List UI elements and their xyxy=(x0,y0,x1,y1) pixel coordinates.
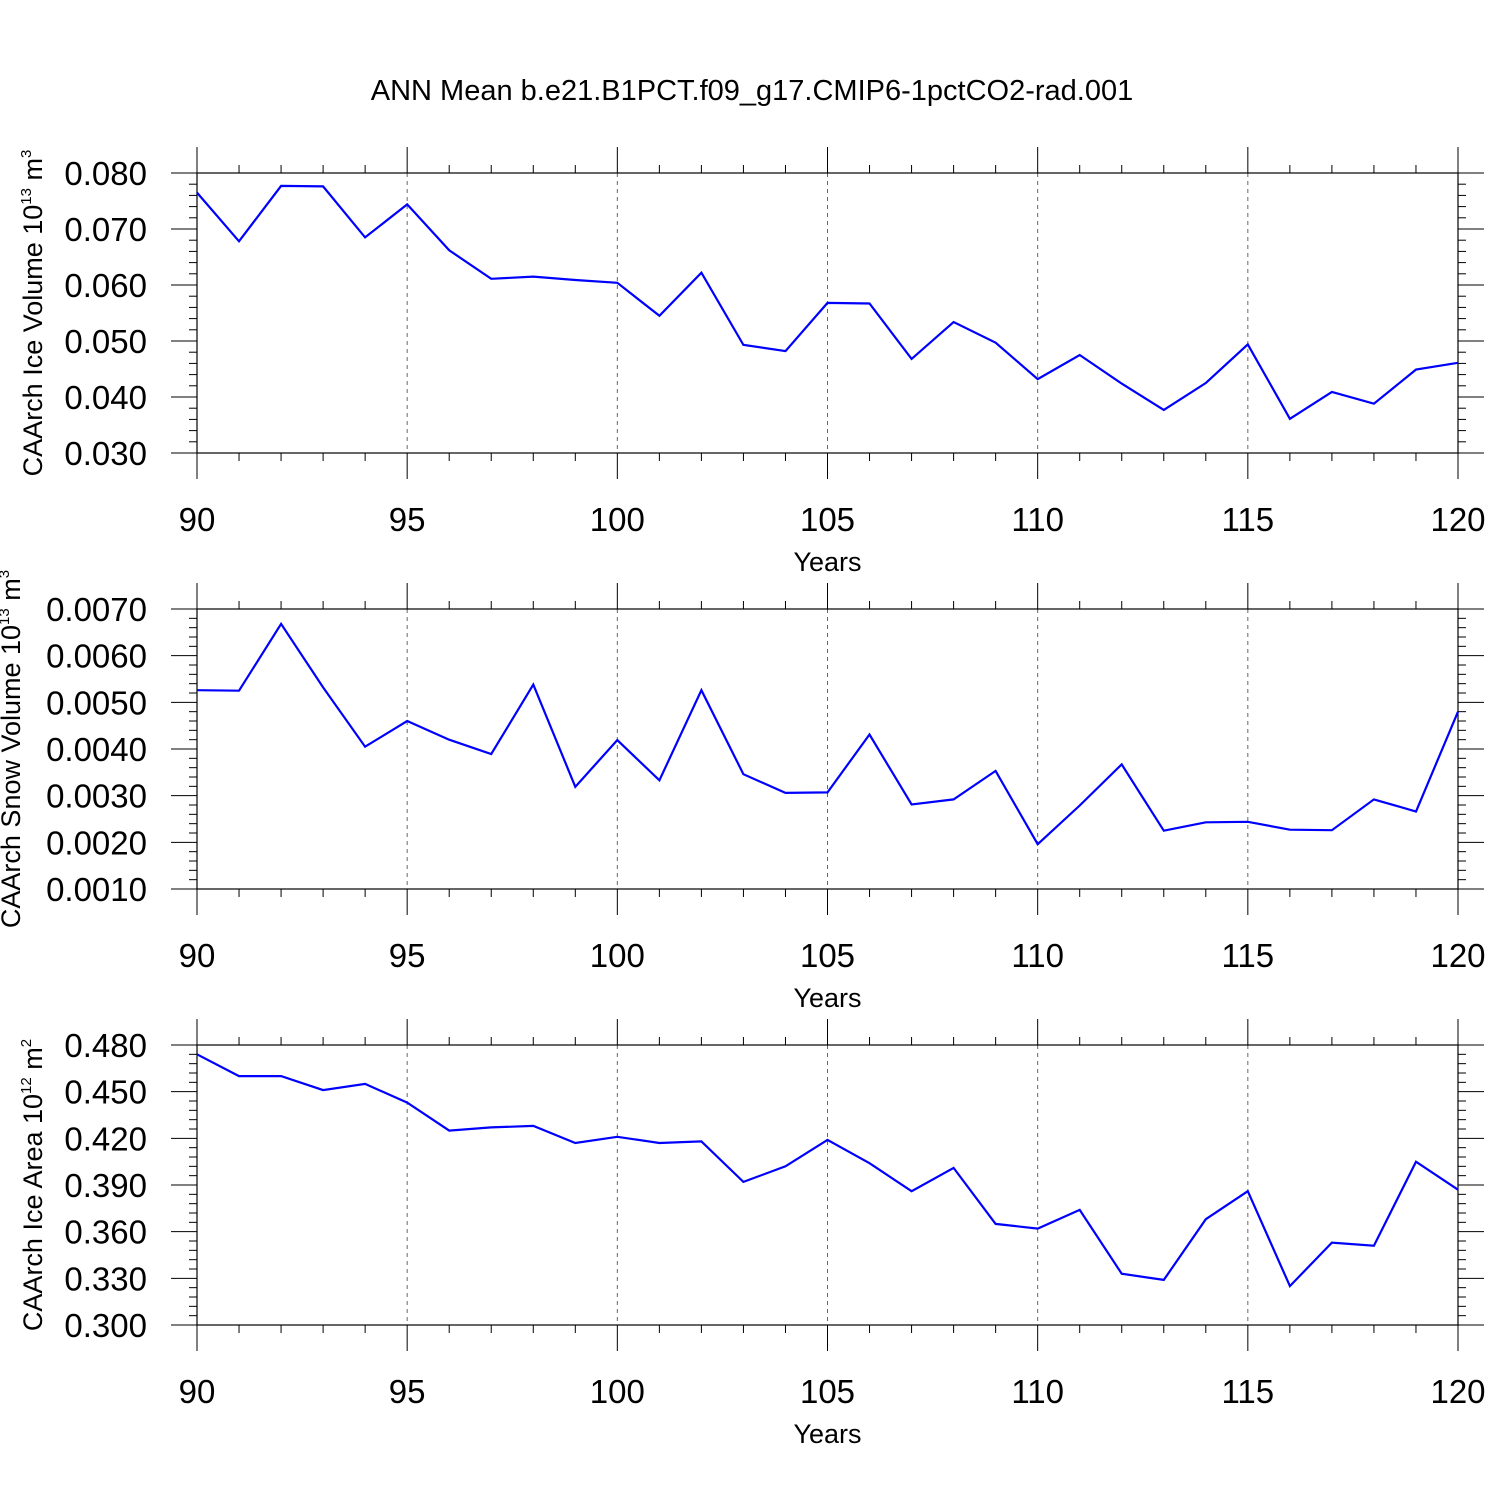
y-tick-label: 0.480 xyxy=(64,1027,147,1064)
y-axis-label-unit: m xyxy=(0,578,26,608)
y-tick-label: 0.0060 xyxy=(46,638,147,675)
y-tick-label: 0.0030 xyxy=(46,778,147,815)
y-axis-label-unit: m xyxy=(18,158,48,188)
y-axis-label-exponent: 13 xyxy=(18,188,35,205)
y-axis-label: CAArch Ice Volume 1013 m3 xyxy=(18,150,48,477)
y-tick-label: 0.420 xyxy=(64,1120,147,1157)
x-tick-label: 110 xyxy=(1011,1373,1064,1410)
y-tick-label: 0.0050 xyxy=(46,684,147,721)
x-tick-label: 105 xyxy=(800,937,855,974)
x-tick-label: 95 xyxy=(389,1373,426,1410)
x-tick-label: 105 xyxy=(800,501,855,538)
y-axis-label: CAArch Ice Area 1012 m2 xyxy=(18,1039,48,1331)
x-tick-label: 115 xyxy=(1222,1373,1275,1410)
y-axis-label-main: CAArch Ice Area 10 xyxy=(18,1094,48,1331)
x-tick-label: 120 xyxy=(1430,501,1485,538)
y-tick-label: 0.450 xyxy=(64,1074,147,1111)
y-tick-label: 0.360 xyxy=(64,1214,147,1251)
y-tick-label: 0.390 xyxy=(64,1167,147,1204)
series-line xyxy=(196,184,1459,421)
x-tick-label: 115 xyxy=(1222,501,1275,538)
x-tick-label: 110 xyxy=(1011,937,1064,974)
x-tick-label: 100 xyxy=(590,1373,645,1410)
x-axis-label: Years xyxy=(793,1419,861,1449)
x-tick-label: 90 xyxy=(179,1373,216,1410)
panel-ice-volume: 90 95 100 105 110 115 120 0.030 0.040 0.050 0.060 0… xyxy=(18,147,1486,577)
x-tick-label: 100 xyxy=(590,501,645,538)
y-tick-label: 0.0020 xyxy=(46,824,147,861)
x-tick-label: 105 xyxy=(800,1373,855,1410)
x-tick-label: 115 xyxy=(1222,937,1275,974)
y-axis-label-exponent: 13 xyxy=(0,608,13,625)
panel-snow-volume: 90 95 100 105 110 115 120 0.0010 0.0020 0.0030 0.0… xyxy=(0,570,1486,1013)
y-axis-label-unit-exponent: 2 xyxy=(18,1039,35,1047)
y-tick-label: 0.0010 xyxy=(46,871,147,908)
x-tick-label: 110 xyxy=(1011,501,1064,538)
y-tick-label: 0.080 xyxy=(64,155,147,192)
panel-ice-area: 90 95 100 105 110 115 120 0.300 0.330 0.360 0.390 0… xyxy=(18,1019,1486,1449)
y-tick-label: 0.030 xyxy=(64,435,147,472)
y-tick-label: 0.300 xyxy=(64,1307,147,1344)
y-axis-label-unit: m xyxy=(18,1047,48,1077)
y-tick-label: 0.0070 xyxy=(46,591,147,628)
y-axis-label: CAArch Snow Volume 1013 m3 xyxy=(0,570,26,928)
y-axis-label-unit-exponent: 3 xyxy=(18,150,35,158)
y-tick-label: 0.0040 xyxy=(46,731,147,768)
x-tick-label: 100 xyxy=(590,937,645,974)
x-axis-label: Years xyxy=(793,983,861,1013)
x-tick-label: 120 xyxy=(1430,937,1485,974)
figure-title: ANN Mean b.e21.B1PCT.f09_g17.CMIP6-1pctC… xyxy=(371,75,1133,107)
y-tick-label: 0.330 xyxy=(64,1260,147,1297)
y-tick-label: 0.040 xyxy=(64,379,147,416)
y-axis-label-exponent: 12 xyxy=(18,1077,35,1094)
y-tick-label: 0.050 xyxy=(64,323,147,360)
x-tick-label: 95 xyxy=(389,501,426,538)
y-axis-label-main: CAArch Ice Volume 10 xyxy=(18,205,48,477)
y-tick-label: 0.060 xyxy=(64,267,147,304)
x-tick-label: 120 xyxy=(1430,1373,1485,1410)
x-tick-label: 90 xyxy=(179,937,216,974)
y-axis-label-main: CAArch Snow Volume 10 xyxy=(0,625,26,928)
x-axis-label: Years xyxy=(793,547,861,577)
x-tick-label: 95 xyxy=(389,937,426,974)
y-tick-label: 0.070 xyxy=(64,211,147,248)
x-tick-label: 90 xyxy=(179,501,216,538)
series-line xyxy=(196,1053,1459,1289)
series-line xyxy=(196,621,1460,846)
y-axis-label-unit-exponent: 3 xyxy=(0,570,13,578)
